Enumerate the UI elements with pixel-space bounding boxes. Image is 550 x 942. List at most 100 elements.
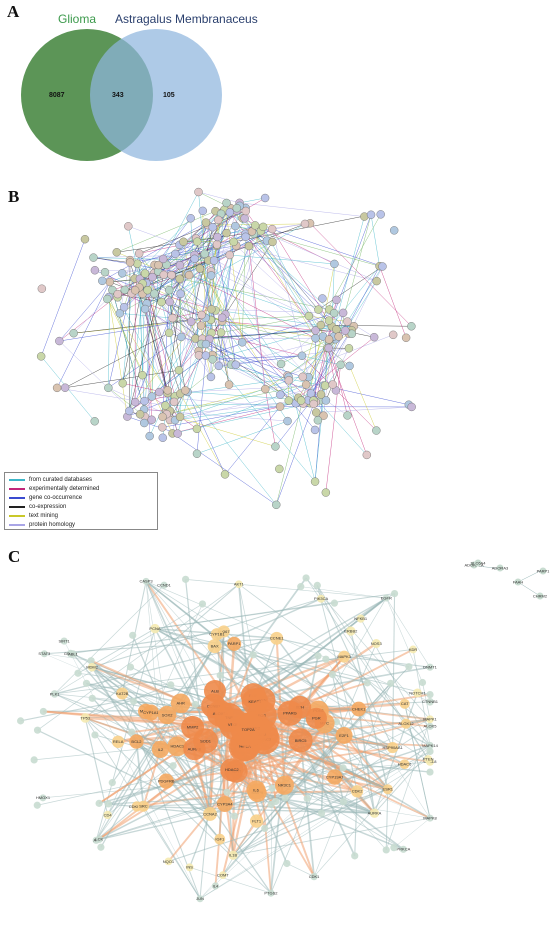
ppi-node-label: KAT2B xyxy=(116,691,129,696)
ppi-node xyxy=(193,728,219,754)
ppi-node xyxy=(356,614,365,623)
network-edge xyxy=(172,433,277,506)
ppi-node-label: AHR xyxy=(176,701,185,706)
network-edge xyxy=(287,347,329,376)
venn-count-astragalus-only: 105 xyxy=(163,92,175,99)
ppi-node xyxy=(214,833,226,845)
network-node xyxy=(206,372,216,382)
network-node xyxy=(231,360,240,369)
ppi-node xyxy=(211,882,220,890)
ppi-node-label: IL6 xyxy=(253,787,259,792)
ppi-node xyxy=(399,845,407,853)
network-node xyxy=(207,305,216,314)
ppi-outer-node xyxy=(539,567,547,575)
ppi-edge xyxy=(286,863,315,877)
network-node xyxy=(154,260,163,270)
network-edge xyxy=(218,365,316,482)
ppi-node xyxy=(339,798,348,806)
ppi-node xyxy=(346,626,356,636)
network-node xyxy=(209,256,219,265)
network-edge xyxy=(201,210,237,316)
ppi-edge xyxy=(154,593,395,630)
legend-swatch xyxy=(9,487,25,490)
network-node xyxy=(275,402,285,411)
network-node xyxy=(140,304,150,314)
network-node xyxy=(89,253,98,262)
network-node xyxy=(345,361,354,371)
panel-label-a: A xyxy=(7,2,20,21)
network-node xyxy=(125,258,135,267)
ppi-edge xyxy=(305,577,431,720)
ppi-node xyxy=(270,631,284,645)
ppi-node xyxy=(30,756,38,764)
ppi-node xyxy=(335,726,353,744)
venn-circles xyxy=(21,29,222,161)
network-node xyxy=(296,396,306,405)
network-node xyxy=(168,313,177,323)
ppi-node xyxy=(382,846,390,854)
network-edge xyxy=(301,355,377,431)
ppi-node-label: ALOX12 xyxy=(398,721,414,726)
ppi-node xyxy=(104,800,113,808)
network-edge xyxy=(248,246,266,390)
ppi-node-label: PARP1 xyxy=(228,641,242,646)
network-node xyxy=(119,302,129,312)
network-node xyxy=(328,380,337,389)
network-edge xyxy=(185,390,277,505)
network-node xyxy=(341,326,350,335)
ppi-node-label: NQO1 xyxy=(163,859,175,864)
network-edge xyxy=(56,281,111,388)
network-node xyxy=(330,259,339,269)
network-node xyxy=(314,305,323,314)
network-node xyxy=(140,396,149,406)
network-edge xyxy=(73,298,108,334)
ppi-node xyxy=(40,650,48,658)
ppi-outer-label: ADORA2A xyxy=(464,562,483,567)
network-edge xyxy=(239,197,266,204)
network-node xyxy=(176,289,185,298)
network-edge xyxy=(198,191,240,204)
ppi-edge xyxy=(305,577,431,763)
ppi-node-label: HMOX1 xyxy=(36,795,51,800)
ppi-node-label: CAT xyxy=(401,701,409,706)
ppi-node xyxy=(167,681,175,689)
ppi-edge xyxy=(316,585,394,748)
ppi-node xyxy=(426,663,434,671)
network-node xyxy=(300,219,310,229)
network-node xyxy=(244,241,254,251)
network-node xyxy=(147,392,157,401)
network-node xyxy=(334,332,343,341)
ppi-node xyxy=(158,773,174,789)
ppi-node xyxy=(339,764,347,772)
ppi-node xyxy=(116,687,129,700)
ppi-node xyxy=(170,693,191,714)
ppi-node xyxy=(108,779,116,787)
ppi-node-label: IL4 xyxy=(213,883,219,888)
ppi-edge xyxy=(232,817,431,856)
network-edge xyxy=(325,364,341,493)
network-edge xyxy=(260,231,377,282)
ppi-node-label: CTNNB1 xyxy=(422,699,439,704)
ppi-node xyxy=(281,794,289,802)
ppi-node xyxy=(267,801,275,809)
ppi-edge xyxy=(54,584,165,695)
ppi-node-label: ESR1 xyxy=(383,787,394,792)
legend-label: from curated databases xyxy=(29,476,93,483)
ppi-node xyxy=(288,728,313,753)
network-node xyxy=(225,250,234,260)
ppi-node xyxy=(191,700,199,709)
network-node xyxy=(37,284,47,293)
ppi-node-label: MKI67 xyxy=(218,629,230,634)
network-node xyxy=(201,218,211,227)
network-node xyxy=(158,423,167,432)
network-edge xyxy=(107,298,173,434)
network-node xyxy=(276,390,285,399)
network-node xyxy=(55,336,64,346)
network-edge xyxy=(212,355,302,360)
ppi-edge xyxy=(96,813,211,841)
network-node xyxy=(90,417,99,426)
network-node xyxy=(275,464,284,474)
ppi-node xyxy=(87,657,95,665)
ppi-node xyxy=(220,758,244,782)
network-node xyxy=(213,232,222,242)
